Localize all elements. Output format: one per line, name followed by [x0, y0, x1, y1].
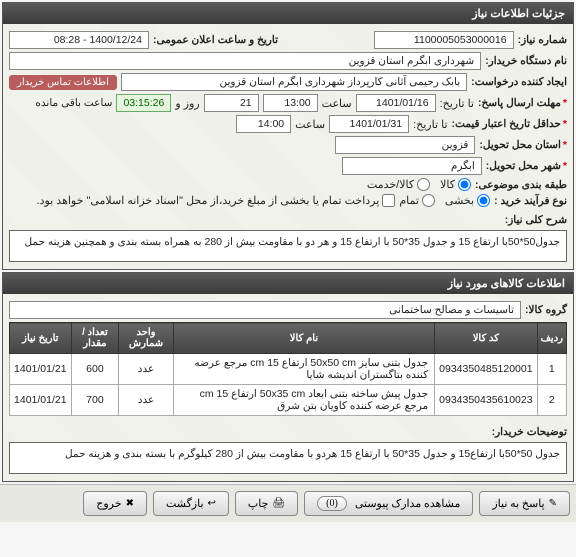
table-cell: 700	[71, 385, 119, 416]
buyer-label: نام دستگاه خریدار:	[485, 55, 567, 67]
contact-badge[interactable]: اطلاعات تماس خریدار	[9, 75, 117, 90]
process-tamam-radio[interactable]: تمام	[399, 194, 435, 207]
panel-body-need: شماره نیاز: 1100005053000016 تاریخ و ساع…	[3, 24, 573, 269]
group-label: گروه کالا:	[525, 304, 567, 316]
province-label: *استان محل تحویل:	[479, 139, 567, 151]
need-details-panel: جزئیات اطلاعات نیاز شماره نیاز: 11000050…	[2, 2, 574, 270]
table-cell: 0934350485120001	[435, 354, 537, 385]
exit-button[interactable]: ✖ خروج	[83, 491, 147, 516]
back-icon: ↩	[208, 498, 216, 509]
panel-header-need: جزئیات اطلاعات نیاز	[3, 3, 573, 24]
table-header-cell: نام کالا	[173, 323, 434, 354]
respond-icon: ✎	[549, 498, 557, 509]
creator-value: بابک رحیمی آثانی کارپرداز شهرداری ابگرم …	[121, 73, 467, 91]
panel-header-goods: اطلاعات کالاهای مورد نیاز	[3, 273, 573, 294]
process-note-input[interactable]	[382, 194, 395, 207]
niaz-number-value: 1100005053000016	[374, 31, 514, 49]
category-khidmat-input[interactable]	[417, 178, 430, 191]
city-value: ابگرم	[342, 157, 482, 175]
goods-info-panel: اطلاعات کالاهای مورد نیاز گروه کالا: تاس…	[2, 272, 574, 482]
buyer-notes-text: جدول 50*50با ارتفاع15 و جدول 35*50 با ار…	[9, 442, 567, 474]
back-button[interactable]: ↩ بازگشت	[153, 491, 229, 516]
validity-saat-lbl: ساعت	[295, 118, 325, 131]
category-kala-input[interactable]	[458, 178, 471, 191]
table-cell: عدد	[119, 385, 174, 416]
table-cell: 1401/01/21	[10, 354, 72, 385]
table-header-cell: تعداد / مقدار	[71, 323, 119, 354]
desc-label: شرح کلی نیاز:	[505, 210, 567, 226]
button-bar: ✎ پاسخ به نیاز مشاهده مدارک پیوستی (0) 🖨…	[0, 484, 576, 522]
countdown-timer: 03:15:26	[116, 94, 171, 112]
validity-time: 14:00	[236, 115, 291, 133]
table-cell: عدد	[119, 354, 174, 385]
process-bakhsh-radio[interactable]: بخشی	[445, 194, 490, 207]
table-header-cell: ردیف	[537, 323, 566, 354]
table-cell: 2	[537, 385, 566, 416]
process-radio-group: بخشی تمام	[399, 194, 490, 207]
panel-body-goods: گروه کالا: تاسیسات و مصالح ساختمانی ردیف…	[3, 294, 573, 481]
deadline-date: 1401/01/16	[356, 94, 436, 112]
respond-button[interactable]: ✎ پاسخ به نیاز	[479, 491, 570, 516]
table-cell: جدول بتنی سایز 50x50 cm ارتفاع 15 cm مرج…	[173, 354, 434, 385]
table-cell: 600	[71, 354, 119, 385]
niaz-number-label: شماره نیاز:	[518, 34, 567, 46]
table-header-row: ردیفکد کالانام کالاواحد شمارشتعداد / مقد…	[10, 323, 567, 354]
table-cell: 1401/01/21	[10, 385, 72, 416]
process-tamam-input[interactable]	[422, 194, 435, 207]
deadline-days: 21	[204, 94, 259, 112]
print-button[interactable]: 🖨 چاپ	[235, 491, 298, 516]
attachments-count: (0)	[317, 496, 347, 511]
deadline-saat-lbl: ساعت	[322, 97, 352, 110]
city-label: *شهر محل تحویل:	[486, 160, 567, 172]
validity-tarikh-lbl: تا تاریخ:	[413, 118, 447, 131]
deadline-rooz-lbl: روز و	[175, 97, 199, 110]
remaining-label: ساعت باقی مانده	[35, 97, 112, 109]
category-radio-group: کالا کالا/خدمت	[367, 178, 471, 191]
table-row[interactable]: 10934350485120001جدول بتنی سایز 50x50 cm…	[10, 354, 567, 385]
table-body: 10934350485120001جدول بتنی سایز 50x50 cm…	[10, 354, 567, 416]
category-label: طبقه بندی موضوعی:	[475, 179, 567, 191]
print-icon: 🖨	[272, 498, 285, 509]
creator-label: ایجاد کننده درخواست:	[471, 76, 567, 88]
buyer-notes-label: توضیحات خریدار:	[492, 422, 567, 438]
exit-icon: ✖	[126, 498, 134, 509]
table-header-cell: تاریخ نیاز	[10, 323, 72, 354]
table-header-cell: واحد شمارش	[119, 323, 174, 354]
goods-table: ردیفکد کالانام کالاواحد شمارشتعداد / مقد…	[9, 322, 567, 416]
table-cell: 0934350435610023	[435, 385, 537, 416]
table-cell: 1	[537, 354, 566, 385]
process-note-text: پرداخت تمام یا بخشی از مبلغ خرید،از محل …	[37, 194, 380, 207]
province-value: قزوین	[335, 136, 475, 154]
process-note-checkbox[interactable]: پرداخت تمام یا بخشی از مبلغ خرید،از محل …	[37, 194, 396, 207]
attachments-button[interactable]: مشاهده مدارک پیوستی (0)	[304, 491, 473, 516]
deadline-time: 13:00	[263, 94, 318, 112]
process-bakhsh-input[interactable]	[477, 194, 490, 207]
public-datetime-value: 1400/12/24 - 08:28	[9, 31, 149, 49]
desc-text: جدول50*50با ارتفاع 15 و جدول 35*50 با ار…	[9, 230, 567, 262]
deadline-label: *مهلت ارسال پاسخ:	[478, 97, 567, 109]
process-label: نوع فرآیند خرید :	[494, 195, 567, 207]
table-row[interactable]: 20934350435610023جدول پیش ساخته بتنی ابع…	[10, 385, 567, 416]
deadline-tarikh-lbl: تا تاریخ:	[440, 97, 474, 110]
buyer-value: شهرداری ابگرم استان قزوین	[9, 52, 481, 70]
public-datetime-label: تاریخ و ساعت اعلان عمومی:	[153, 34, 278, 46]
table-header-cell: کد کالا	[435, 323, 537, 354]
category-kala-radio[interactable]: کالا	[440, 178, 471, 191]
category-khidmat-radio[interactable]: کالا/خدمت	[367, 178, 430, 191]
validity-date: 1401/01/31	[329, 115, 409, 133]
group-value: تاسیسات و مصالح ساختمانی	[9, 301, 521, 319]
table-cell: جدول پیش ساخته بتنی ابعاد 50x35 cm ارتفا…	[173, 385, 434, 416]
validity-label: *حداقل تاریخ اعتبار قیمت:	[452, 118, 567, 130]
